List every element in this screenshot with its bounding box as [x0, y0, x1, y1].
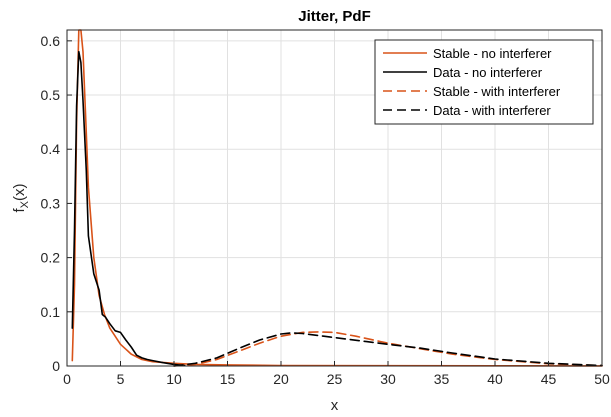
x-tick-label: 30 [380, 371, 396, 387]
y-tick-label: 0.5 [41, 87, 61, 103]
y-tick-label: 0.2 [41, 250, 61, 266]
y-axis-label-subscript: X [19, 200, 31, 208]
legend-label-4: Data - with interferer [433, 103, 551, 118]
series-line-2 [71, 50, 186, 367]
x-tick-label: 20 [273, 371, 289, 387]
x-tick-label: 45 [541, 371, 557, 387]
x-tick-label: 0 [63, 371, 71, 387]
series-line-3 [173, 331, 603, 367]
x-tick-label: 15 [220, 371, 236, 387]
y-axis-label-argument: (x) [11, 183, 28, 201]
y-tick-label: 0.3 [41, 195, 61, 211]
y-tick-label: 0 [52, 358, 60, 374]
x-tick-label: 10 [166, 371, 182, 387]
chart-title: Jitter, PdF [298, 8, 371, 25]
legend-label-2: Data - no interferer [433, 65, 543, 80]
legend-label-3: Stable - with interferer [433, 84, 561, 99]
legend: Stable - no interferer Data - no interfer… [374, 39, 594, 125]
y-axis-label-main: f [11, 208, 28, 213]
y-axis-label: fX(x) [11, 183, 31, 212]
y-tick-label: 0.4 [41, 141, 61, 157]
legend-label-1: Stable - no interferer [433, 46, 552, 61]
x-tick-label: 40 [487, 371, 503, 387]
x-axis-label: x [331, 397, 339, 414]
ticks: 0 5 10 15 20 25 30 35 40 45 50 0 0.1 0.2 0.3 0.4 0.5 0.6 [41, 33, 610, 387]
x-tick-label: 50 [594, 371, 610, 387]
x-tick-label: 35 [434, 371, 450, 387]
y-tick-label: 0.1 [41, 304, 61, 320]
y-tick-label: 0.6 [41, 33, 61, 49]
x-tick-label: 25 [327, 371, 343, 387]
series-line-4 [173, 332, 603, 367]
x-tick-label: 5 [117, 371, 125, 387]
